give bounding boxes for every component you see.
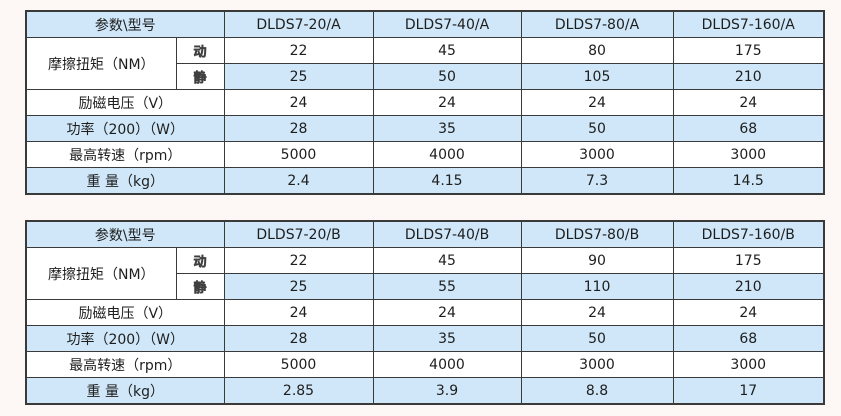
value-cell: 3.9 xyxy=(372,377,522,405)
value-cell: 17 xyxy=(672,377,825,405)
row-label-cell: 励磁电压（V） xyxy=(25,89,225,116)
spec-table-series-a: 参数\型号 DLDS7-20/A DLDS7-40/A DLDS7-80/A DLDS7… xyxy=(25,10,825,195)
value-cell: 24 xyxy=(520,89,674,116)
spec-row: 最高转速（rpm） 5000 4000 3000 3000 xyxy=(25,351,825,378)
value-cell: 175 xyxy=(672,37,825,64)
value-cell: 22 xyxy=(223,37,374,64)
friction-static-row: 静 25 50 105 210 xyxy=(26,63,825,90)
model-header-cell: DLDS7-160/B xyxy=(672,220,825,248)
value-cell: 55 xyxy=(372,273,522,300)
value-cell: 2.85 xyxy=(223,377,374,405)
value-cell: 24 xyxy=(223,89,374,116)
value-cell: 24 xyxy=(520,299,674,326)
value-cell: 28 xyxy=(223,325,374,352)
row-label-cell: 最高转速（rpm） xyxy=(25,141,225,168)
row-label-cell: 功率（200）（W） xyxy=(25,325,225,352)
spec-row: 重 量（kg） 2.4 4.15 7.3 14.5 xyxy=(25,167,825,195)
value-cell: 50 xyxy=(372,63,522,90)
value-cell: 25 xyxy=(223,63,374,90)
value-cell: 50 xyxy=(520,325,674,352)
value-cell: 35 xyxy=(372,115,522,142)
friction-dynamic-row: 摩擦扭矩（NM）动 22 45 80 175 xyxy=(25,37,825,90)
model-header-cell: DLDS7-160/A xyxy=(672,10,825,38)
value-cell: 90 xyxy=(520,247,674,274)
value-cell: 175 xyxy=(672,247,825,274)
value-cell: 4.15 xyxy=(372,167,522,195)
value-cell: 80 xyxy=(520,37,674,64)
value-cell: 14.5 xyxy=(672,167,825,195)
value-cell: 28 xyxy=(223,115,374,142)
value-cell: 22 xyxy=(223,247,374,274)
value-cell: 3000 xyxy=(520,351,674,378)
model-header-cell: DLDS7-80/A xyxy=(520,10,674,38)
value-cell: 24 xyxy=(672,299,825,326)
model-header-cell: DLDS7-80/B xyxy=(520,220,674,248)
value-cell: 24 xyxy=(372,299,522,326)
row-label-cell: 重 量（kg） xyxy=(25,377,225,405)
value-cell: 24 xyxy=(372,89,522,116)
value-cell: 7.3 xyxy=(520,167,674,195)
spec-row: 励磁电压（V） 24 24 24 24 xyxy=(25,89,825,116)
param-header-cell: 参数\型号 xyxy=(25,220,225,248)
value-cell: 35 xyxy=(372,325,522,352)
model-header-cell: DLDS7-40/B xyxy=(372,220,522,248)
row-label-cell: 励磁电压（V） xyxy=(25,299,225,326)
value-cell: 4000 xyxy=(372,351,522,378)
model-header-cell: DLDS7-20/A xyxy=(223,10,374,38)
value-cell: 24 xyxy=(223,299,374,326)
value-cell: 3000 xyxy=(520,141,674,168)
value-cell: 68 xyxy=(672,115,825,142)
value-cell: 24 xyxy=(672,89,825,116)
header-row: 参数\型号 DLDS7-20/A DLDS7-40/A DLDS7-80/A DLDS7… xyxy=(25,10,825,38)
spec-row: 励磁电压（V） 24 24 24 24 xyxy=(25,299,825,326)
value-cell: 105 xyxy=(520,63,674,90)
value-cell: 3000 xyxy=(672,141,825,168)
row-label-cell: 重 量（kg） xyxy=(25,167,225,195)
spec-row: 重 量（kg） 2.85 3.9 8.8 17 xyxy=(25,377,825,405)
spec-row: 最高转速（rpm） 5000 4000 3000 3000 xyxy=(25,141,825,168)
row-label-cell: 最高转速（rpm） xyxy=(25,351,225,378)
value-cell: 45 xyxy=(372,247,522,274)
friction-label-cell: 摩擦扭矩（NM） xyxy=(25,37,177,90)
value-cell: 2.4 xyxy=(223,167,374,195)
value-cell: 110 xyxy=(520,273,674,300)
friction-dynamic-row: 摩擦扭矩（NM）动 22 45 90 175 xyxy=(25,247,825,300)
value-cell: 25 xyxy=(223,273,374,300)
value-cell: 45 xyxy=(372,37,522,64)
model-header-cell: DLDS7-20/B xyxy=(223,220,374,248)
value-cell: 3000 xyxy=(672,351,825,378)
value-cell: 50 xyxy=(520,115,674,142)
header-row: 参数\型号 DLDS7-20/B DLDS7-40/B DLDS7-80/B DLDS7… xyxy=(25,220,825,248)
value-cell: 5000 xyxy=(223,141,374,168)
friction-sub-cell: 静 xyxy=(175,273,225,300)
spec-row: 功率（200）（W） 28 35 50 68 xyxy=(25,325,825,352)
row-label-cell: 功率（200）（W） xyxy=(25,115,225,142)
value-cell: 4000 xyxy=(372,141,522,168)
value-cell: 5000 xyxy=(223,351,374,378)
param-header-cell: 参数\型号 xyxy=(25,10,225,38)
friction-static-row: 静 25 55 110 210 xyxy=(26,273,825,300)
friction-sub-cell: 动 xyxy=(175,247,225,274)
value-cell: 8.8 xyxy=(520,377,674,405)
value-cell: 210 xyxy=(672,273,825,300)
spec-table-series-b: 参数\型号 DLDS7-20/B DLDS7-40/B DLDS7-80/B DLDS7… xyxy=(25,220,825,405)
friction-sub-cell: 静 xyxy=(175,63,225,90)
friction-label-cell: 摩擦扭矩（NM） xyxy=(25,247,177,300)
model-header-cell: DLDS7-40/A xyxy=(372,10,522,38)
friction-sub-cell: 动 xyxy=(175,37,225,64)
value-cell: 210 xyxy=(672,63,825,90)
spec-row: 功率（200）（W） 28 35 50 68 xyxy=(25,115,825,142)
value-cell: 68 xyxy=(672,325,825,352)
